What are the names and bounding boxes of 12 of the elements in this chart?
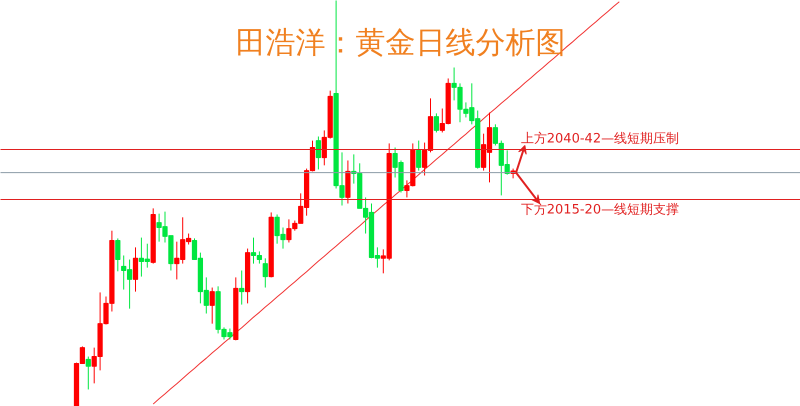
- candlestick: [239, 270, 244, 306]
- candlestick: [86, 356, 91, 390]
- candlestick: [262, 258, 268, 288]
- text: 田浩洋：黄金日线分析图: [236, 26, 566, 60]
- annotation: 下方2015-20—线短期支撑: [520, 201, 680, 218]
- candlestick: [115, 238, 120, 272]
- candlestick: [316, 136, 322, 170]
- candlestick: [210, 287, 215, 324]
- candlestick: [416, 140, 422, 172]
- candlestick: [132, 246, 138, 292]
- annotation: 上方2040-42—线短期压制: [520, 130, 680, 146]
- candlestick: [434, 112, 440, 133]
